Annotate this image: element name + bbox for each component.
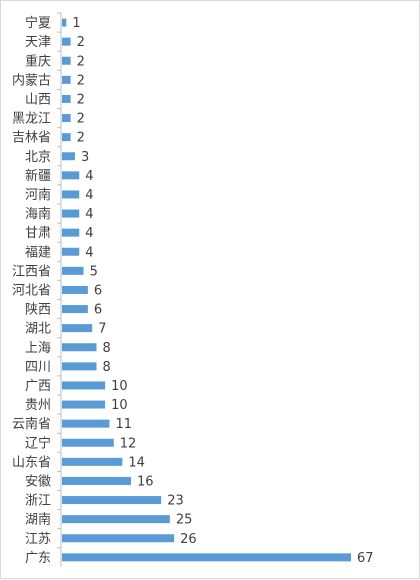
category-label: 黑龙江 [12, 112, 51, 127]
value-label: 10 [111, 398, 128, 413]
bar [62, 324, 93, 333]
bar [62, 343, 97, 352]
category-label: 广西 [25, 379, 51, 394]
category-label: 山西 [25, 92, 51, 107]
bar [62, 209, 80, 218]
value-label: 6 [94, 303, 102, 318]
bar [62, 515, 170, 524]
bar [62, 247, 80, 256]
bar [62, 400, 106, 409]
category-label: 辽宁 [25, 435, 51, 451]
category-label: 山东省 [12, 455, 51, 470]
category-label: 陕西 [25, 303, 51, 318]
value-label: 2 [77, 131, 85, 146]
value-label: 2 [77, 73, 85, 88]
bar [62, 114, 71, 123]
value-label: 5 [90, 264, 98, 279]
value-label: 8 [103, 360, 111, 375]
bar [62, 190, 80, 199]
category-label: 云南省 [12, 416, 51, 432]
bar [62, 419, 110, 428]
category-label: 新疆 [25, 168, 51, 184]
category-label: 宁夏 [25, 15, 51, 31]
category-label: 天津 [25, 35, 51, 50]
value-label: 4 [85, 245, 93, 260]
bar [62, 381, 106, 390]
category-label: 湖南 [25, 512, 51, 528]
category-label: 江西省 [12, 264, 51, 279]
category-label: 甘肃 [25, 226, 51, 241]
category-label: 河南 [25, 187, 51, 203]
value-label: 14 [128, 455, 145, 470]
value-label: 11 [115, 417, 132, 432]
bar [62, 266, 84, 275]
category-label: 广东 [25, 551, 51, 566]
category-label: 福建 [25, 245, 51, 260]
value-label: 1 [72, 16, 80, 31]
bar [62, 171, 80, 180]
category-label: 重庆 [25, 53, 51, 69]
bar [62, 133, 71, 142]
value-label: 4 [85, 169, 93, 184]
value-label: 6 [94, 283, 102, 298]
category-label: 湖北 [25, 322, 51, 337]
value-label: 7 [98, 322, 106, 337]
category-label: 安徽 [25, 474, 51, 489]
category-label: 河北省 [12, 283, 51, 298]
value-label: 16 [137, 474, 154, 489]
value-label: 4 [85, 226, 93, 241]
category-label: 海南 [25, 206, 51, 222]
bar [62, 496, 162, 505]
value-label: 2 [77, 112, 85, 127]
category-label: 上海 [25, 341, 51, 356]
bar [62, 37, 71, 46]
bar [62, 56, 71, 65]
value-label: 8 [103, 341, 111, 356]
category-label: 浙江 [25, 494, 51, 509]
value-label: 23 [167, 494, 184, 509]
value-label: 10 [111, 379, 128, 394]
value-label: 2 [77, 54, 85, 69]
value-label: 26 [180, 532, 197, 547]
category-label: 江苏 [25, 531, 51, 547]
value-label: 3 [81, 150, 89, 165]
bar [62, 457, 123, 466]
value-label: 4 [85, 207, 93, 222]
category-label: 吉林省 [12, 131, 51, 146]
category-label: 贵州 [25, 398, 51, 413]
value-label: 2 [77, 35, 85, 50]
category-label: 四川 [25, 360, 51, 375]
bar [62, 94, 71, 103]
category-label: 北京 [25, 150, 51, 165]
bar [62, 285, 88, 294]
category-label: 内蒙古 [12, 72, 51, 88]
bar [62, 362, 97, 371]
bar [62, 228, 80, 237]
bar [62, 553, 351, 562]
bar [62, 438, 114, 447]
bar [62, 18, 67, 27]
value-label: 4 [85, 188, 93, 203]
value-label: 12 [120, 436, 137, 451]
bar [62, 305, 88, 314]
bar [62, 75, 71, 84]
value-label: 25 [176, 513, 193, 528]
value-label: 67 [357, 551, 374, 566]
value-label: 2 [77, 92, 85, 107]
bar [62, 534, 175, 543]
bar [62, 152, 75, 161]
bar [62, 476, 132, 485]
